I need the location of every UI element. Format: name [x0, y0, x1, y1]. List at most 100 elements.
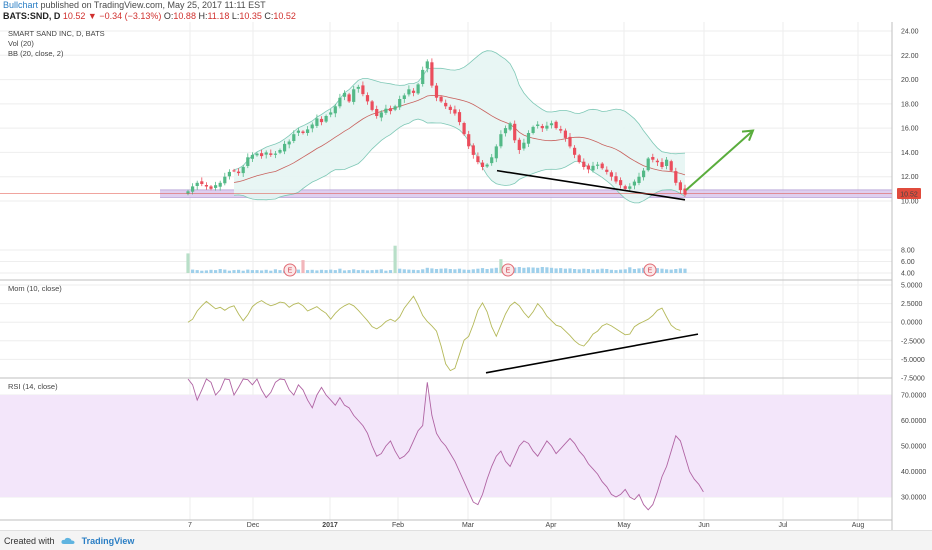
volume-bar [632, 269, 636, 273]
volume-bar [490, 268, 494, 273]
volume-bar [526, 267, 531, 274]
volume-bar [237, 269, 241, 273]
candle-body [536, 124, 540, 126]
candle-body [375, 109, 379, 116]
candle-body [439, 96, 443, 102]
candle-body [531, 126, 535, 133]
candle-body [195, 182, 199, 186]
candle-body [191, 186, 195, 192]
high-label: H: [198, 11, 208, 21]
rsi-legend[interactable]: RSI (14, close) [8, 382, 58, 391]
candle-body [425, 61, 429, 69]
volume-bar [448, 269, 452, 273]
volume-bar [457, 268, 462, 273]
volume-bar [255, 270, 259, 273]
candle-body [384, 108, 388, 113]
volume-bar [619, 269, 623, 273]
tradingview-brand[interactable]: TradingView [81, 536, 135, 546]
volume-bar [430, 268, 434, 273]
volume-bar [485, 269, 489, 273]
footer: Created with TradingView [0, 530, 932, 550]
volume-bar [260, 270, 264, 273]
last-price: 10.52 [62, 11, 86, 21]
momentum-axis-tick: 5.0000 [901, 283, 923, 290]
momentum-legend[interactable]: Mom (10, close) [8, 284, 62, 293]
bollinger-basis-line [233, 94, 686, 183]
candle-body [430, 62, 434, 86]
ohlc-line: BATS:SND, D 10.52 ▼ −0.34 (−3.13%) O:10.… [3, 11, 932, 22]
volume-bar [223, 269, 227, 273]
author-link[interactable]: Bullchart [3, 0, 39, 10]
candle-body [628, 186, 632, 189]
earnings-event-label: E [506, 268, 511, 275]
bollinger-legend[interactable]: BB (20, close, 2) [8, 49, 64, 58]
volume-bar [545, 267, 549, 274]
volume-bar [586, 269, 590, 273]
candle-body [591, 165, 595, 171]
close-value: 10.52 [273, 11, 296, 21]
volume-bar [379, 269, 383, 273]
volume-bar [361, 269, 365, 273]
volume-bar [655, 268, 659, 273]
candle-body [467, 134, 471, 147]
volume-bar [665, 269, 669, 273]
volume-bar [352, 269, 356, 273]
momentum-axis-tick: 2.5000 [901, 301, 923, 308]
candle-body [623, 186, 627, 189]
volume-bar [407, 269, 411, 273]
volume-axis-tick: 6.00 [901, 259, 915, 266]
up-arrow-head [741, 129, 755, 141]
volume-bar [596, 269, 600, 273]
price-axis-tick: 24.00 [901, 29, 919, 36]
candle-body [683, 188, 687, 195]
earnings-event-label: E [648, 268, 653, 275]
volume-bar [264, 269, 268, 273]
time-axis-tick: Mar [462, 522, 475, 529]
volume-bar [480, 268, 485, 273]
volume-bar [250, 270, 254, 273]
volume-bar [678, 268, 682, 273]
volume-bar [628, 267, 632, 274]
candle-body [476, 156, 480, 163]
candle-body [301, 131, 305, 133]
candle-body [434, 85, 439, 98]
candle-body [517, 139, 521, 150]
volume-legend[interactable]: Vol (20) [8, 39, 34, 48]
volume-bar [554, 268, 558, 273]
candle-body [310, 124, 314, 129]
rsi-axis-tick: 40.0000 [901, 469, 926, 476]
last-price-tag-text: 10.52 [900, 192, 918, 199]
candlesticks [186, 58, 687, 197]
candle-body [490, 157, 494, 164]
volume-bar [227, 270, 231, 273]
time-axis-tick: Aug [852, 522, 865, 529]
close-label: C: [264, 11, 274, 21]
volume-bar [683, 268, 687, 273]
bollinger-lower-band [233, 118, 686, 204]
candle-body [333, 106, 337, 114]
volume-bar [476, 268, 480, 273]
volume-bar [494, 267, 498, 273]
candle-body [526, 133, 531, 144]
candle-body [287, 141, 291, 145]
volume-bar [191, 269, 195, 273]
tradingview-cloud-icon [61, 537, 75, 544]
candle-body [660, 162, 664, 167]
candle-body [260, 153, 264, 157]
price-axis-tick: 18.00 [901, 101, 919, 108]
candle-body [223, 176, 227, 184]
symbol-legend[interactable]: SMART SAND INC, D, BATS [8, 29, 105, 38]
chart-canvas[interactable]: E E E 24.00 22.00 20.00 18.00 16.00 14.00 12.00 1… [0, 22, 932, 530]
candle-body [398, 99, 402, 108]
time-axis-labels[interactable]: 7 Dec 2017 Feb Mar Apr May Jun Jul Aug [188, 522, 864, 529]
volume-bar [269, 270, 273, 273]
volume-bar [273, 269, 277, 273]
time-axis-tick: Jul [779, 522, 788, 529]
time-axis-tick: May [617, 522, 631, 529]
candle-body [241, 167, 245, 174]
volume-bar [614, 270, 618, 273]
price-axis-tick: 12.00 [901, 174, 919, 181]
candle-body [609, 172, 613, 177]
rsi-axis-tick: 50.0000 [901, 444, 926, 451]
candle-body [582, 161, 586, 167]
